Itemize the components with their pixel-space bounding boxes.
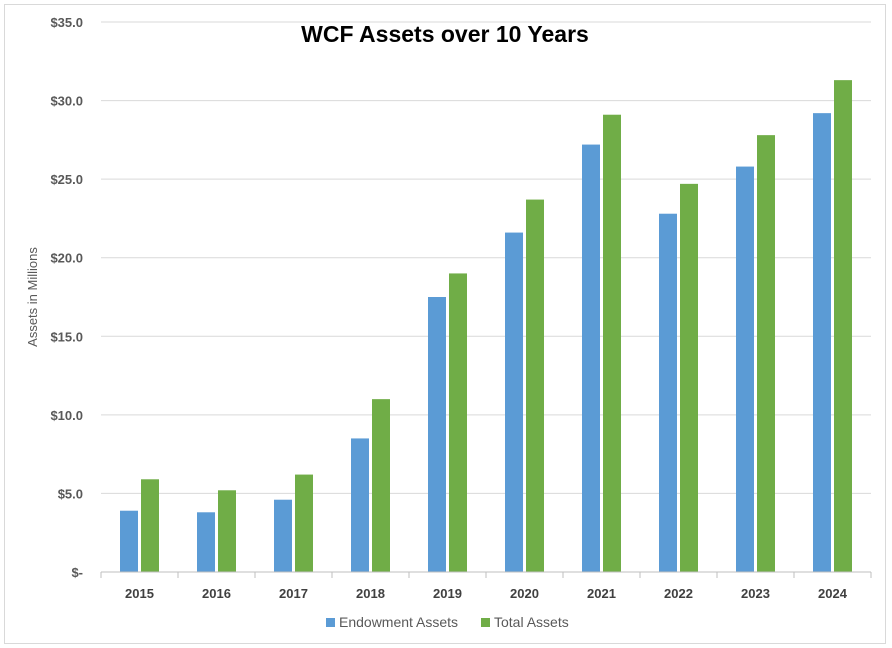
legend-swatch: [481, 618, 490, 627]
legend-label: Total Assets: [494, 614, 569, 630]
y-tick-label: $-: [71, 565, 83, 580]
bar-total-2019: [449, 273, 467, 572]
bar-total-2022: [680, 183, 698, 572]
bar-endowment-2020: [505, 232, 523, 573]
bar-endowment-2022: [659, 213, 677, 572]
legend-label: Endowment Assets: [339, 614, 458, 630]
x-tick-labels: 2015 2016 2017 2018 2019 2020 2021 2022 2023 2024: [125, 586, 848, 601]
bar-endowment-2021: [582, 144, 600, 573]
x-tick-label: 2018: [356, 586, 385, 601]
bar-endowment-2015: [120, 510, 138, 572]
bar-endowment-2017: [274, 499, 292, 572]
y-tick-label: $30.0: [50, 94, 83, 109]
x-tick-label: 2023: [741, 586, 770, 601]
y-tick-label: $15.0: [50, 329, 83, 344]
bar-total-2023: [757, 135, 775, 572]
bar-endowment-2024: [813, 113, 831, 573]
bar-total-2016: [218, 490, 236, 572]
legend: Endowment Assets Total Assets: [326, 614, 569, 630]
gridlines: [101, 21, 871, 494]
x-tick-label: 2015: [125, 586, 154, 601]
x-tick-label: 2016: [202, 586, 231, 601]
bar-total-2021: [603, 114, 621, 572]
x-tick-label: 2020: [510, 586, 539, 601]
bar-endowment-2018: [351, 438, 369, 572]
x-tick-label: 2024: [818, 586, 848, 601]
chart-title: WCF Assets over 10 Years: [301, 21, 589, 47]
y-tick-label: $10.0: [50, 408, 83, 423]
x-tick-label: 2017: [279, 586, 308, 601]
bar-total-2015: [141, 479, 159, 572]
bars: [120, 80, 852, 573]
y-tick-label: $25.0: [50, 172, 83, 187]
bar-endowment-2019: [428, 297, 446, 572]
x-tick-label: 2022: [664, 586, 693, 601]
bar-total-2018: [372, 399, 390, 572]
bar-endowment-2016: [197, 512, 215, 572]
legend-swatch: [326, 618, 335, 627]
axes: [100, 571, 872, 578]
bar-endowment-2023: [736, 166, 754, 573]
y-tick-label: $35.0: [50, 15, 83, 30]
bar-total-2024: [834, 80, 852, 573]
x-tick-label: 2019: [433, 586, 462, 601]
bar-total-2017: [295, 474, 313, 572]
y-tick-label: $20.0: [50, 251, 83, 266]
x-tick-label: 2021: [587, 586, 616, 601]
y-axis-label: Assets in Millions: [25, 247, 40, 347]
y-tick-labels: $- $5.0 $10.0 $15.0 $20.0 $25.0 $30.0 $35.0: [50, 15, 83, 580]
bar-total-2020: [526, 199, 544, 573]
y-tick-label: $5.0: [58, 486, 83, 501]
